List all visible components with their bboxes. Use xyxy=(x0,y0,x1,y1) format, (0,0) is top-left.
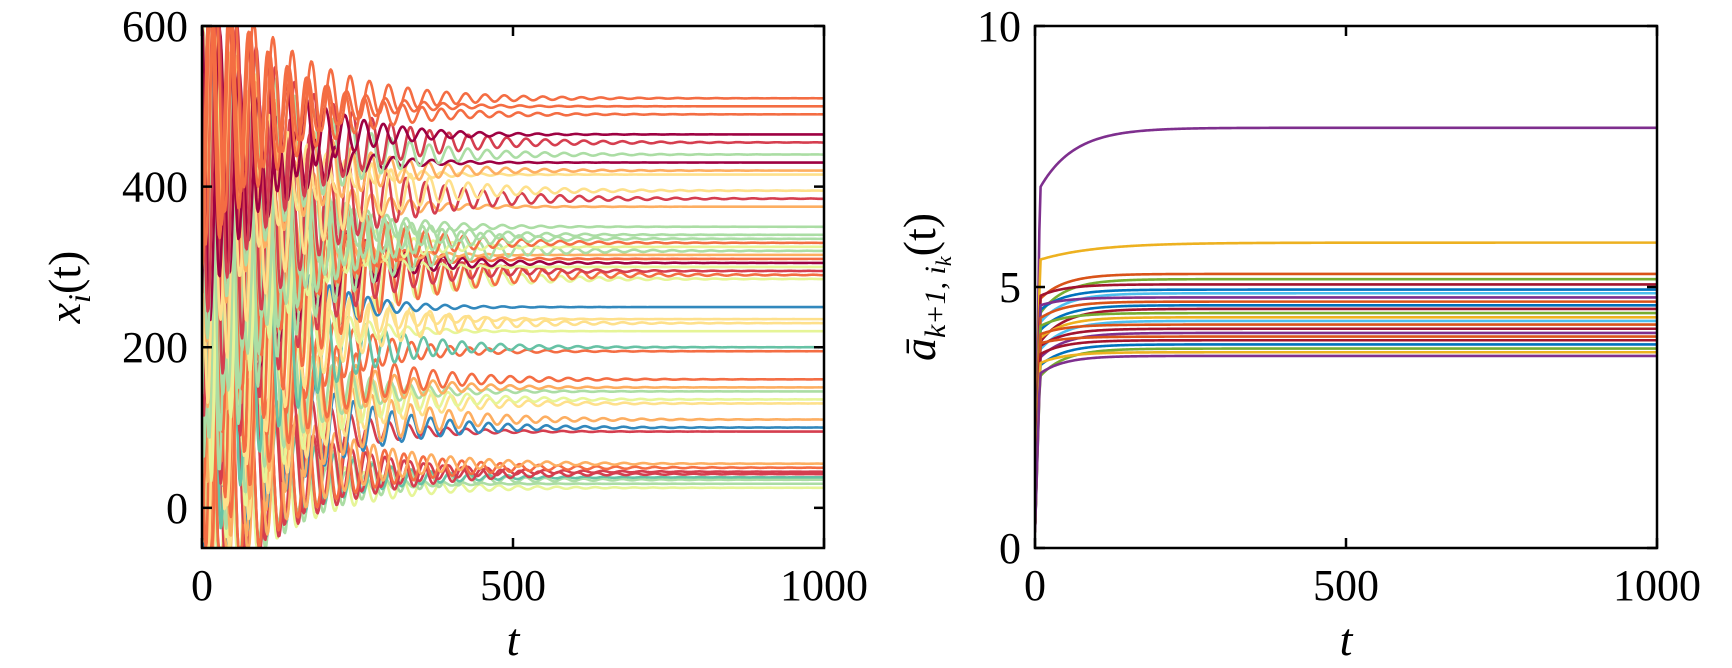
right-y-tick-label: 0 xyxy=(999,524,1021,573)
right-axes-frame xyxy=(1033,24,1659,550)
right-y-label-subsub: k xyxy=(931,255,956,266)
right-series-line xyxy=(1035,354,1657,533)
right-y-tick-label: 10 xyxy=(977,2,1021,51)
left-series-group xyxy=(202,26,824,548)
left-y-label-arg: (t) xyxy=(39,251,90,294)
right-series-line xyxy=(1035,303,1657,533)
left-y-tick-label: 600 xyxy=(122,2,188,51)
left-y-label-sub: i xyxy=(61,294,97,303)
left-x-tick-label: 500 xyxy=(480,561,546,610)
left-series-line xyxy=(202,44,824,543)
right-x-axis-label: t xyxy=(1340,614,1354,665)
right-series-line xyxy=(1035,343,1657,533)
left-series-line xyxy=(202,26,824,340)
left-x-axis-label: t xyxy=(507,614,521,665)
left-series-line xyxy=(202,26,824,404)
right-series-line xyxy=(1035,327,1657,533)
left-series-line xyxy=(202,26,824,246)
right-y-axis-label: āk+1, ik(t) xyxy=(894,213,956,361)
left-series-line xyxy=(202,174,824,548)
right-series-line xyxy=(1035,283,1657,533)
right-series-line xyxy=(1035,300,1657,533)
left-ticks-group: 0 500 1000 0 200 400 600 xyxy=(122,2,868,610)
right-x-tick-label: 500 xyxy=(1313,561,1379,610)
right-series-line xyxy=(1035,288,1657,533)
right-series-line xyxy=(1035,126,1657,533)
right-series-line xyxy=(1035,319,1657,533)
left-series-line xyxy=(202,26,824,375)
left-y-tick-label: 400 xyxy=(122,163,188,212)
right-series-line xyxy=(1035,311,1657,533)
right-series-line xyxy=(1035,335,1657,533)
left-series-line xyxy=(202,251,824,548)
right-y-label-base: ā xyxy=(894,338,945,361)
left-series-line xyxy=(202,114,824,548)
left-series-line xyxy=(202,55,824,439)
right-series-line xyxy=(1035,347,1657,533)
right-series-line xyxy=(1035,338,1657,533)
right-series-line xyxy=(1035,277,1657,533)
right-panel: 0 500 1000 0 5 10 t āk+1, ik(t) xyxy=(894,2,1701,665)
left-series-line xyxy=(202,26,824,252)
left-y-axis-label: xi(t) xyxy=(39,251,97,325)
right-y-label-sub: k+1, i xyxy=(919,266,952,338)
right-series-line xyxy=(1035,291,1657,533)
left-series-line xyxy=(202,176,824,548)
left-series-line xyxy=(202,351,824,548)
left-series-line xyxy=(202,243,824,548)
left-series-line xyxy=(202,334,824,548)
right-series-line xyxy=(1035,315,1657,533)
right-series-line xyxy=(1035,331,1657,533)
right-series-line xyxy=(1035,307,1657,533)
left-series-line xyxy=(202,26,824,313)
left-series-line xyxy=(202,26,824,270)
right-y-tick-label: 5 xyxy=(999,263,1021,312)
left-panel: 0 500 1000 0 200 400 600 t xi(t) xyxy=(39,2,868,665)
right-series-line xyxy=(1035,272,1657,533)
right-ticks-group: 0 500 1000 0 5 10 xyxy=(977,2,1701,610)
left-y-tick-label: 0 xyxy=(166,484,188,533)
right-x-tick-label: 0 xyxy=(1024,561,1046,610)
right-x-tick-label: 1000 xyxy=(1613,561,1701,610)
right-series-group xyxy=(1035,126,1657,533)
left-y-tick-label: 200 xyxy=(122,323,188,372)
left-series-line xyxy=(202,27,824,548)
right-series-line xyxy=(1035,350,1657,533)
left-series-line xyxy=(202,28,824,458)
left-x-tick-label: 1000 xyxy=(780,561,868,610)
right-series-line xyxy=(1035,323,1657,533)
left-x-tick-label: 0 xyxy=(191,561,213,610)
right-series-line xyxy=(1035,296,1657,533)
left-y-label-base: x xyxy=(39,302,90,324)
right-y-label-arg: (t) xyxy=(894,213,945,256)
right-series-line xyxy=(1035,241,1657,533)
